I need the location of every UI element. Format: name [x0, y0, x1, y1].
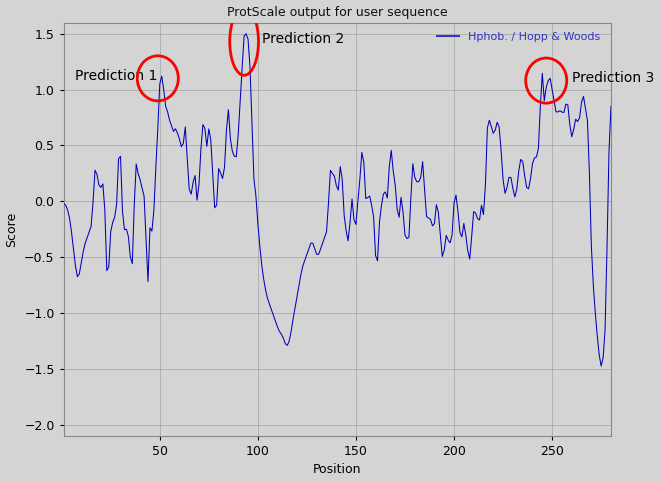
Text: Prediction 1: Prediction 1	[75, 69, 158, 83]
Text: Prediction 2: Prediction 2	[261, 32, 344, 46]
Legend: Hphob. / Hopp & Woods: Hphob. / Hopp & Woods	[436, 32, 600, 42]
Title: ProtScale output for user sequence: ProtScale output for user sequence	[227, 6, 448, 18]
X-axis label: Position: Position	[313, 464, 361, 476]
Text: Prediction 3: Prediction 3	[572, 71, 654, 85]
Y-axis label: Score: Score	[5, 212, 19, 247]
